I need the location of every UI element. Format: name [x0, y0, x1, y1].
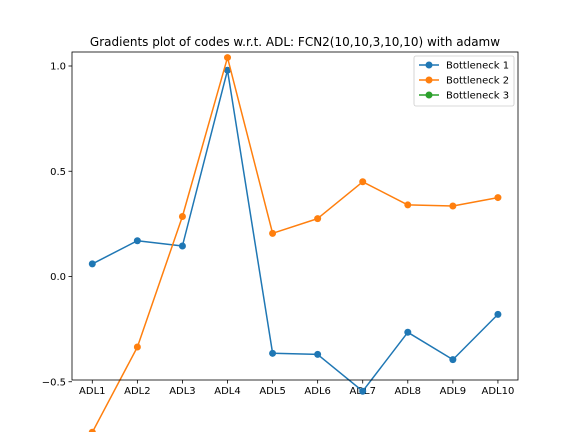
- series-2-point: [449, 202, 457, 210]
- series-1-point: [178, 242, 186, 250]
- x-tick-label: ADL3: [169, 386, 195, 397]
- legend-label: Bottleneck 2: [446, 76, 509, 87]
- x-tick-label: ADL8: [395, 386, 421, 397]
- series-line-2: [91, 56, 499, 432]
- legend: Bottleneck 1 Bottleneck 2 Bottleneck 3: [413, 55, 515, 107]
- legend-label: Bottleneck 1: [446, 61, 509, 72]
- series-1-point: [88, 260, 96, 268]
- legend-swatch-marker: [425, 76, 433, 84]
- legend-label: Bottleneck 3: [446, 91, 509, 102]
- plot-area: ADL1ADL2ADL3ADL4ADL5ADL6ADL7ADL8ADL9ADL1…: [42, 54, 515, 432]
- x-tick-label: ADL1: [79, 386, 105, 397]
- x-tick-label: ADL9: [440, 386, 466, 397]
- series-1-point: [269, 349, 277, 357]
- legend-frame: [413, 55, 515, 107]
- series-1-point: [314, 350, 322, 358]
- series-2-point: [494, 194, 502, 202]
- series-1-point: [224, 66, 232, 74]
- series-2-point: [178, 213, 186, 221]
- x-tick-label: ADL6: [304, 386, 330, 397]
- plot-frame: [71, 51, 519, 381]
- y-tick-label: 0.0: [50, 272, 66, 283]
- series-2-point: [88, 428, 96, 432]
- x-tick-label: ADL5: [259, 386, 285, 397]
- series-2-point: [224, 54, 232, 62]
- x-tick-label: ADL2: [124, 386, 150, 397]
- series-2-point: [404, 201, 412, 209]
- x-tick-label: ADL10: [482, 386, 515, 397]
- legend-swatch-marker: [425, 61, 433, 69]
- series-2-point: [314, 215, 322, 223]
- series-1-point: [449, 356, 457, 364]
- series-2-point: [133, 343, 141, 351]
- y-tick-label: 1.0: [50, 62, 66, 73]
- x-tick-label: ADL4: [214, 386, 240, 397]
- y-tick-label: 0.5: [50, 167, 66, 178]
- series-2-point: [359, 178, 367, 186]
- series-1-point: [133, 237, 141, 245]
- series-1-point: [404, 328, 412, 336]
- chart-title: Gradients plot of codes w.r.t. ADL: FCN2…: [90, 35, 500, 49]
- series-2-point: [269, 229, 277, 237]
- series-1-point: [359, 387, 367, 395]
- y-tick-label: −0.5: [42, 377, 66, 388]
- series-1-point: [494, 310, 502, 318]
- legend-swatch-marker: [425, 91, 433, 99]
- series-line-1: [91, 69, 499, 392]
